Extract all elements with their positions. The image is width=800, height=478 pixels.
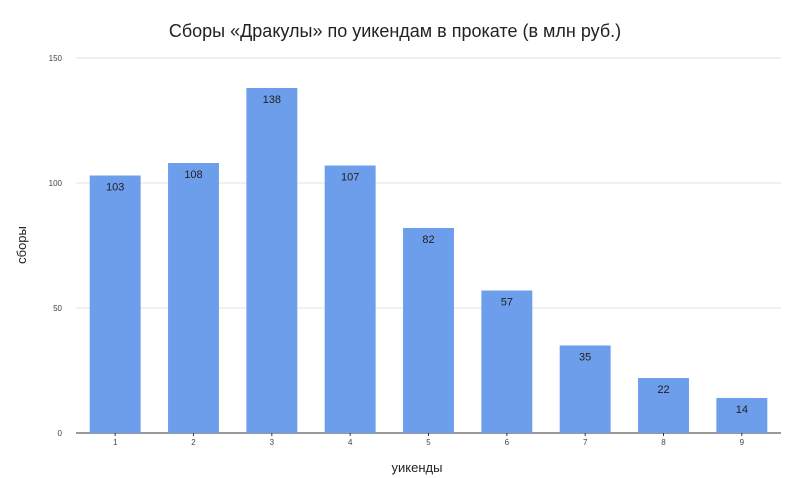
x-tick-label: 9 — [740, 438, 745, 447]
bar — [246, 88, 298, 433]
x-tick-label: 8 — [661, 438, 666, 447]
bar — [89, 175, 141, 433]
y-ticks-layer: 0 50 100 150 — [49, 54, 63, 438]
bar-value-label: 138 — [263, 94, 281, 106]
bar-value-label: 22 — [657, 384, 669, 396]
labels-layer: 103 108 138 107 82 57 35 22 14 — [106, 94, 748, 416]
bar-value-label: 103 — [106, 182, 124, 194]
x-tick-label: 2 — [191, 438, 196, 447]
bar-value-label: 57 — [501, 297, 513, 309]
bar — [716, 398, 768, 433]
bar — [324, 165, 376, 433]
x-tick-label: 5 — [426, 438, 431, 447]
x-tick-label: 7 — [583, 438, 588, 447]
bar — [559, 345, 611, 433]
bar — [481, 290, 533, 433]
y-tick-label: 0 — [58, 429, 63, 438]
bars-layer — [89, 88, 768, 433]
bar — [168, 163, 219, 433]
y-tick-label: 50 — [53, 304, 62, 313]
x-axis-title: уикенды — [392, 460, 443, 475]
bar — [403, 228, 454, 433]
y-axis-title: сборы — [14, 226, 29, 264]
bar-value-label: 82 — [422, 234, 434, 246]
bar-value-label: 14 — [736, 404, 748, 416]
x-ticks-layer: 1 2 3 4 5 6 7 8 9 — [113, 433, 745, 447]
x-tick-label: 3 — [270, 438, 275, 447]
x-tick-label: 6 — [505, 438, 510, 447]
bar-value-label: 35 — [579, 352, 591, 364]
y-tick-label: 150 — [49, 54, 63, 63]
x-tick-label: 4 — [348, 438, 353, 447]
y-tick-label: 100 — [49, 179, 63, 188]
bar — [638, 378, 689, 433]
chart-title: Сборы «Дракулы» по уикендам в прокате (в… — [169, 21, 621, 41]
x-tick-label: 1 — [113, 438, 118, 447]
bar-value-label: 107 — [341, 172, 359, 184]
bar-value-label: 108 — [184, 169, 202, 181]
